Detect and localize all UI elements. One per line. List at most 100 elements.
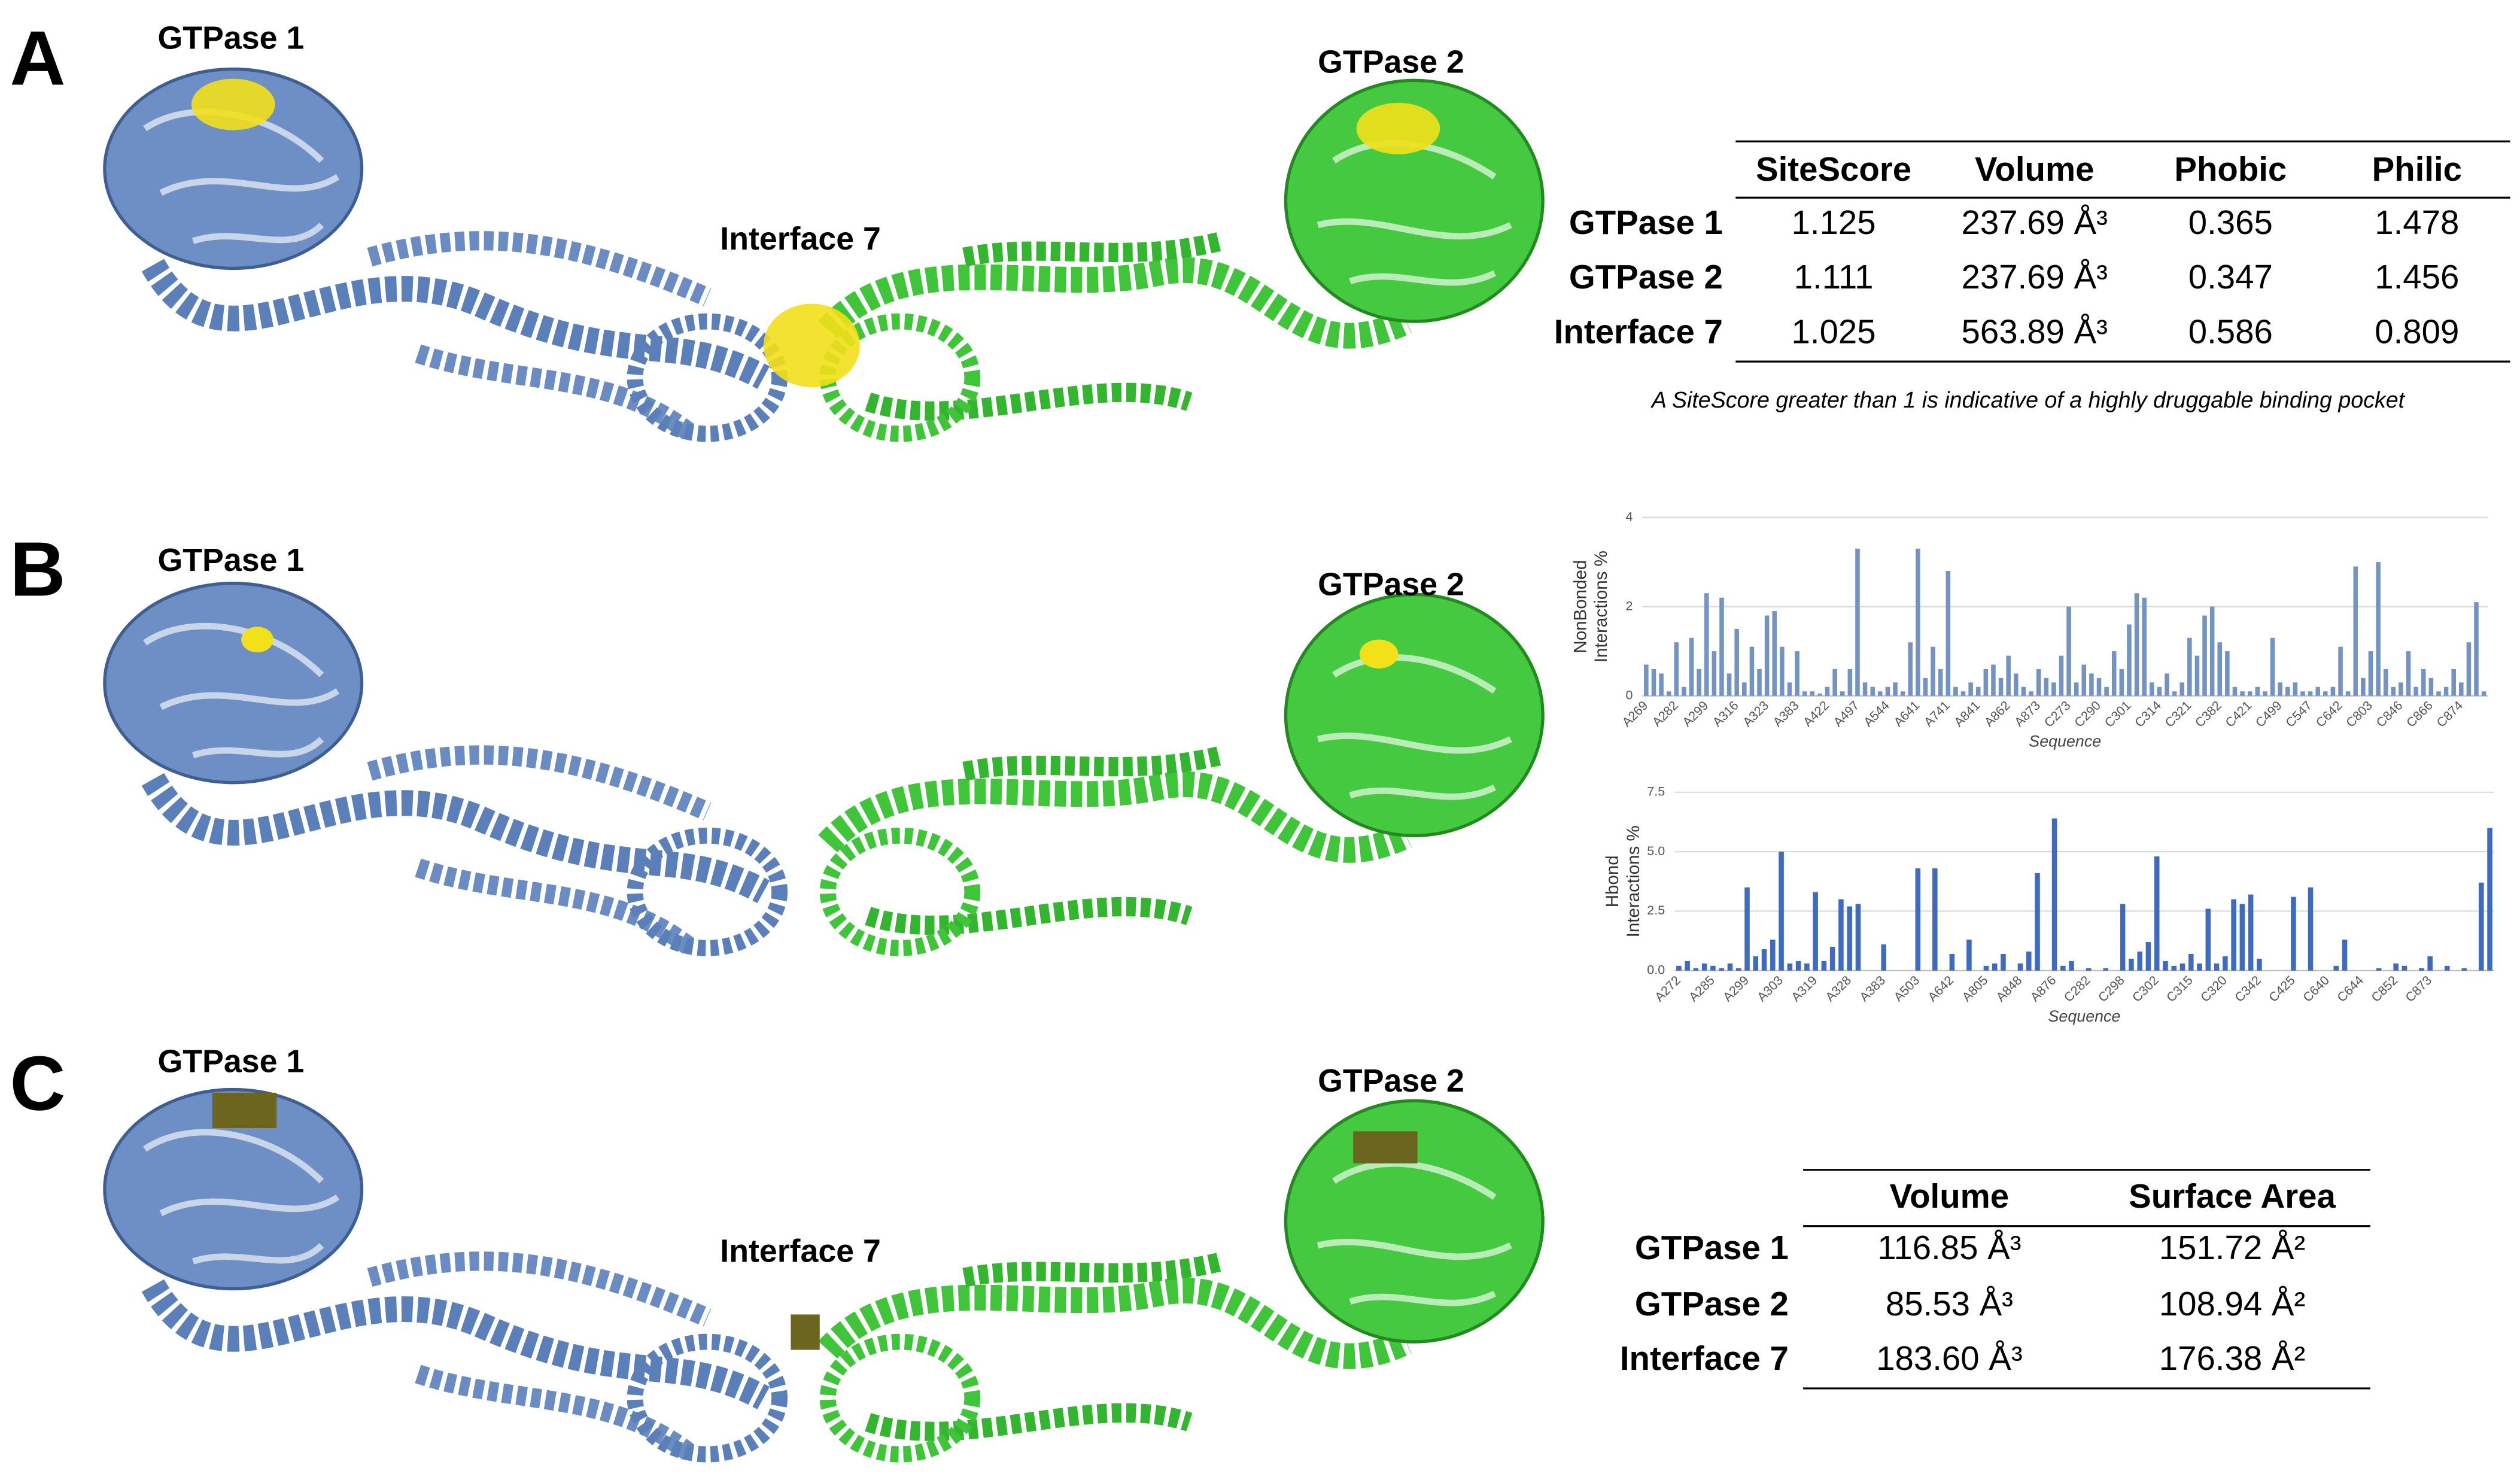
bar <box>1666 691 1671 696</box>
bar <box>2444 965 2450 971</box>
bar <box>2474 602 2479 696</box>
row-label: Interface 7 <box>1620 1339 1789 1377</box>
bar <box>2291 896 2296 971</box>
bar <box>2017 963 2023 971</box>
bar <box>2120 904 2126 971</box>
bar <box>2145 942 2151 971</box>
x-tick-label: A328 <box>1823 973 1854 1004</box>
cell: 108.94 Å² <box>2159 1285 2305 1323</box>
x-tick-label: A862 <box>1981 698 2013 730</box>
bar <box>2059 655 2064 696</box>
y-tick-label: 7.5 <box>1647 784 1665 798</box>
x-tick-label: A876 <box>2027 973 2059 1004</box>
pocket <box>1356 102 1440 154</box>
bar <box>2157 686 2162 696</box>
bar <box>1855 904 1861 971</box>
x-tick-label: A873 <box>2012 698 2043 730</box>
bar <box>1878 691 1883 696</box>
bar <box>1682 686 1686 696</box>
bar <box>2066 606 2071 696</box>
cell: 0.347 <box>2188 258 2273 296</box>
x-tick-label: C846 <box>2373 698 2405 730</box>
bar <box>2154 856 2160 971</box>
x-tick-label: A642 <box>1925 973 1956 1004</box>
bar <box>2165 673 2169 696</box>
bar <box>2461 968 2467 971</box>
bar <box>1975 686 1981 696</box>
bar <box>2188 953 2194 971</box>
bar <box>2308 887 2314 971</box>
structure-label: GTPase 2 <box>1318 566 1464 602</box>
bar <box>2149 682 2154 696</box>
bar <box>2248 894 2254 971</box>
x-axis-label: Sequence <box>2029 733 2101 750</box>
bar <box>1870 686 1875 696</box>
cell: 85.53 Å³ <box>1886 1285 2013 1323</box>
bar <box>2315 686 2320 696</box>
bar <box>1719 597 1724 696</box>
x-tick-label: A319 <box>1789 973 1820 1004</box>
bar <box>2391 686 2396 696</box>
bar <box>2338 646 2343 696</box>
x-tick-label: C301 <box>2102 698 2133 730</box>
bar <box>1742 682 1747 696</box>
bar <box>2323 691 2328 696</box>
bar <box>2197 963 2202 971</box>
bar <box>2270 637 2275 696</box>
x-tick-label: A285 <box>1686 973 1718 1004</box>
bar <box>2406 651 2411 696</box>
x-tick-label: A848 <box>1993 973 2024 1004</box>
bar <box>2419 968 2424 971</box>
cell: 1.456 <box>2375 258 2459 296</box>
bar <box>2353 566 2358 696</box>
x-tick-label: A282 <box>1649 698 1680 730</box>
bar <box>2044 677 2049 696</box>
cell: 1.478 <box>2375 203 2459 241</box>
structure-label: GTPase 1 <box>158 1044 305 1080</box>
bar <box>1744 887 1750 971</box>
bar <box>2300 691 2305 696</box>
bar <box>1770 940 1776 971</box>
bar <box>2368 651 2373 696</box>
bar <box>1749 646 1755 696</box>
bar <box>1931 646 1935 696</box>
bar <box>1813 892 1818 971</box>
bar <box>2036 668 2041 696</box>
x-tick-label: C382 <box>2193 698 2224 730</box>
bar <box>2278 682 2282 696</box>
bar <box>2074 682 2079 696</box>
x-tick-label: A383 <box>1770 698 1801 730</box>
bar <box>1885 686 1890 696</box>
bar <box>2333 965 2339 971</box>
bar <box>2443 686 2449 696</box>
column-header: SiteScore <box>1756 150 1911 188</box>
bar <box>2069 961 2074 971</box>
x-tick-label: C302 <box>2130 973 2162 1005</box>
bar <box>1810 691 1815 696</box>
bar <box>2308 691 2313 696</box>
x-tick-label: C425 <box>2266 973 2298 1005</box>
bar <box>1727 963 1733 971</box>
bar <box>2187 637 2192 696</box>
pocket <box>191 78 275 130</box>
bar <box>2487 828 2492 971</box>
protein-structure <box>105 584 1543 949</box>
bar <box>2021 686 2026 696</box>
bar <box>2399 682 2403 696</box>
cell: 151.72 Å² <box>2159 1229 2305 1266</box>
bar <box>2051 818 2057 971</box>
bar <box>2478 882 2484 971</box>
bar <box>2466 642 2472 696</box>
bar <box>1651 668 1656 696</box>
bar <box>1697 668 1701 696</box>
bar <box>1881 944 1887 971</box>
bar <box>2142 597 2147 696</box>
bar <box>1983 965 1989 971</box>
x-tick-label: C852 <box>2369 973 2400 1005</box>
bar <box>1968 682 1973 696</box>
x-tick-label: A316 <box>1710 698 1741 730</box>
panel-letter: B <box>10 526 65 612</box>
bar <box>1932 868 1938 971</box>
bar <box>1780 646 1785 696</box>
